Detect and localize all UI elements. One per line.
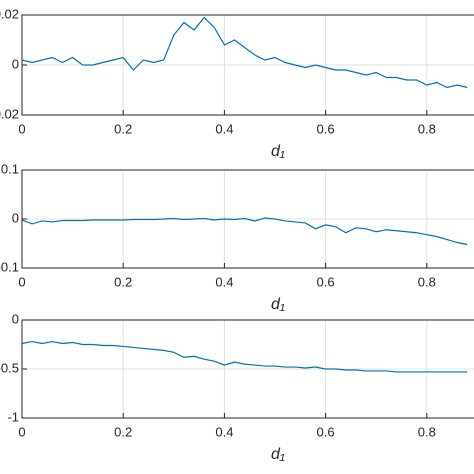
x-tick-label: 0	[18, 274, 25, 289]
x-tick-label: 0	[18, 121, 25, 136]
line-series	[21, 340, 468, 373]
axes-box	[21, 169, 474, 269]
y-tick-label: -0.02	[0, 106, 19, 121]
x-tick-label: 0.8	[418, 424, 436, 439]
x-tick-label: 0.2	[114, 274, 132, 289]
y-tick-label: -1	[7, 409, 19, 424]
y-tick-label: -0.1	[0, 259, 19, 274]
x-tick-label: 0.6	[317, 121, 335, 136]
y-tick-label: 0.02	[0, 6, 19, 21]
x-axis-label: d₁	[271, 446, 285, 463]
x-axis-label: d₁	[271, 296, 285, 313]
y-tick-label: 0.1	[1, 161, 19, 176]
axes-box	[21, 319, 474, 419]
x-tick-label: 0	[18, 424, 25, 439]
x-tick-label: 0.4	[215, 121, 233, 136]
x-tick-label: 0.2	[114, 424, 132, 439]
x-tick-label: 0.8	[418, 274, 436, 289]
axes-box	[21, 14, 474, 116]
y-tick-label: 0	[12, 56, 19, 71]
y-tick-label: -0.5	[0, 360, 19, 375]
x-tick-label: 0.6	[317, 274, 335, 289]
x-tick-label: 0.2	[114, 121, 132, 136]
x-axis-label: d₁	[271, 143, 285, 160]
x-tick-label: 0.6	[317, 424, 335, 439]
y-tick-label: 0	[12, 210, 19, 225]
line-series	[21, 16, 468, 89]
x-tick-label: 0.4	[215, 424, 233, 439]
x-tick-label: 0.4	[215, 274, 233, 289]
line-series	[21, 217, 468, 246]
y-tick-label: 0	[12, 311, 19, 326]
x-tick-label: 0.8	[418, 121, 436, 136]
